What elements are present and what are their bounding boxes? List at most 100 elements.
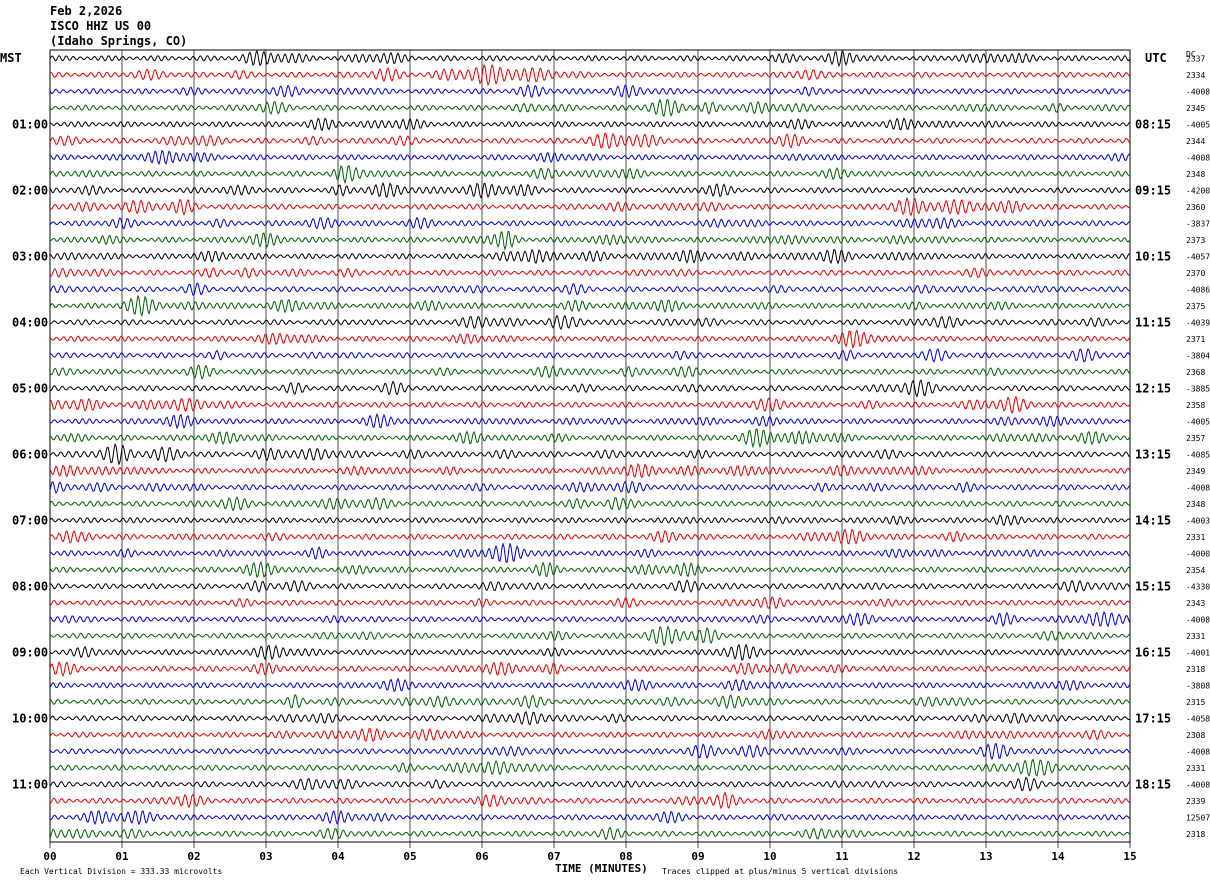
dc-offset-value: 2357 (1186, 434, 1205, 443)
x-tick-label: 08 (619, 850, 632, 863)
left-time-label: 08:00 (12, 579, 48, 593)
dc-offset-value: 2318 (1186, 665, 1205, 674)
dc-offset-value: 2358 (1186, 401, 1205, 410)
dc-offset-value: 2331 (1186, 533, 1205, 542)
seismic-trace (49, 742, 1131, 761)
seismic-trace (49, 661, 1131, 678)
seismic-trace (49, 164, 1131, 185)
x-axis-label: TIME (MINUTES) (555, 862, 648, 875)
seismic-trace (49, 596, 1131, 610)
dc-offset-value: 2375 (1186, 302, 1205, 311)
right-time-label: 12:15 (1135, 381, 1171, 395)
left-time-label: 10:00 (12, 711, 48, 725)
x-tick-label: 15 (1123, 850, 1136, 863)
dc-offset-value: -38040 (1186, 351, 1210, 360)
dc-offset-value: 2308 (1186, 731, 1205, 740)
dc-offset-header: DC (1186, 50, 1196, 59)
seismic-trace (49, 348, 1131, 363)
station-location: (Idaho Springs, CO) (50, 34, 188, 48)
dc-offset-value: -40019 (1186, 648, 1210, 657)
seismic-trace (49, 528, 1131, 545)
dc-offset-value: -40005 (1186, 549, 1210, 558)
seismic-trace (49, 610, 1131, 628)
x-tick-label: 05 (403, 850, 416, 863)
right-time-label: 08:15 (1135, 117, 1171, 131)
seismic-trace (49, 230, 1131, 252)
dc-offset-value: 2315 (1186, 698, 1205, 707)
right-time-label: 10:15 (1135, 249, 1171, 263)
right-time-label: 09:15 (1135, 183, 1171, 197)
dc-offset-value: 2348 (1186, 170, 1205, 179)
seismic-trace (49, 826, 1131, 841)
right-timezone-label: UTC (1145, 51, 1167, 65)
x-tick-label: 04 (331, 850, 345, 863)
dc-offset-value: -40050 (1186, 417, 1210, 426)
x-tick-label: 03 (259, 850, 272, 863)
seismic-trace (49, 810, 1131, 826)
seismic-trace (49, 462, 1131, 479)
seismic-trace (49, 693, 1131, 710)
dc-offset-value: 2337 (1186, 54, 1205, 63)
left-time-label: 01:00 (12, 117, 48, 131)
dc-offset-value: 2331 (1186, 764, 1205, 773)
left-time-label: 04:00 (12, 315, 48, 329)
seismic-trace (49, 791, 1131, 810)
dc-offset-value: 2349 (1186, 467, 1205, 476)
seismic-trace (49, 514, 1131, 527)
seismic-trace (49, 364, 1131, 380)
dc-offset-value: -40084 (1186, 615, 1210, 624)
dc-offset-value: -40088 (1186, 87, 1210, 96)
right-time-label: 14:15 (1135, 513, 1171, 527)
x-tick-label: 01 (115, 850, 129, 863)
dc-offset-value: 2370 (1186, 269, 1205, 278)
seismic-trace (49, 541, 1131, 564)
plot-date: Feb 2,2026 (50, 4, 123, 18)
dc-offset-value: 2339 (1186, 797, 1205, 806)
x-tick-label: 02 (187, 850, 200, 863)
left-timezone-label: MST (0, 51, 22, 65)
left-time-label: 03:00 (12, 249, 48, 263)
dc-offset-value: 2348 (1186, 500, 1205, 509)
dc-offset-value: 2318 (1186, 830, 1205, 839)
seismic-trace (49, 248, 1131, 265)
dc-offset-value: -38080 (1186, 681, 1210, 690)
seismic-trace (49, 149, 1131, 166)
seismic-trace (49, 480, 1131, 494)
dc-offset-value: -40574 (1186, 252, 1210, 261)
scale-note: Each Vertical Division = 333.33 microvol… (20, 867, 223, 876)
clip-note: Traces clipped at plus/minus 5 vertical … (662, 867, 899, 876)
dc-offset-value: -40059 (1186, 120, 1210, 129)
seismic-trace (49, 282, 1131, 296)
seismic-trace (49, 98, 1131, 118)
dc-offset-value: -40860 (1186, 285, 1210, 294)
right-time-label: 17:15 (1135, 711, 1171, 725)
right-time-label: 13:15 (1135, 447, 1171, 461)
seismic-trace (49, 443, 1131, 466)
seismic-trace (49, 776, 1131, 792)
left-time-label: 02:00 (12, 183, 48, 197)
right-time-label: 15:15 (1135, 579, 1171, 593)
dc-offset-value: 2373 (1186, 236, 1205, 245)
right-time-label: 11:15 (1135, 315, 1171, 329)
x-tick-label: 12 (907, 850, 920, 863)
seismic-trace (49, 294, 1131, 317)
dc-offset-value: -38378 (1186, 219, 1210, 228)
seismic-trace (49, 495, 1131, 512)
left-time-label: 06:00 (12, 447, 48, 461)
dc-offset-value: 2334 (1186, 71, 1205, 80)
x-tick-label: 00 (43, 850, 56, 863)
x-tick-label: 10 (763, 850, 776, 863)
dc-offset-value: -40857 (1186, 450, 1210, 459)
x-tick-label: 07 (547, 850, 560, 863)
dc-offset-value: 2360 (1186, 203, 1205, 212)
seismic-trace (49, 132, 1131, 150)
seismic-trace (49, 395, 1131, 415)
seismic-trace (49, 643, 1131, 661)
seismic-trace (49, 677, 1131, 692)
seismic-trace (49, 84, 1131, 99)
